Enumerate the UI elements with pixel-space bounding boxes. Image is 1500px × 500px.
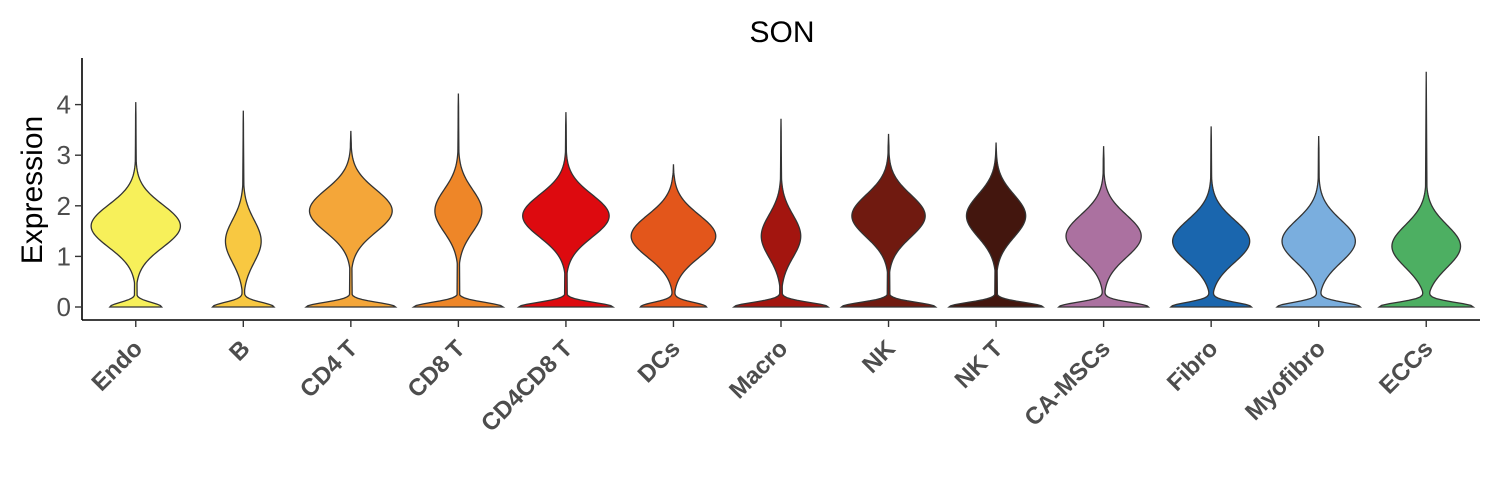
- violin-ca-mscs: [1057, 146, 1151, 308]
- x-tick-label: ECCs: [1374, 335, 1438, 399]
- violin-cd4-t: [304, 130, 398, 308]
- x-tick-label: Myofibro: [1240, 335, 1331, 426]
- violin-cd8-t: [411, 93, 506, 308]
- y-axis-label: Expression: [16, 116, 49, 264]
- x-tick-label: CA-MSCs: [1019, 335, 1115, 431]
- x-tick-label: Fibro: [1162, 335, 1224, 397]
- violin-cd4cd8-t: [516, 112, 616, 308]
- violins-group: [90, 71, 1476, 308]
- y-tick-label: 2: [57, 191, 71, 221]
- violin-nk: [839, 133, 938, 308]
- x-tick-label: B: [224, 335, 255, 366]
- violin-nk-t: [947, 142, 1046, 308]
- y-tick-label: 0: [57, 292, 71, 322]
- violin-macro: [731, 118, 831, 308]
- violin-eccs: [1377, 71, 1476, 308]
- y-tick-label: 1: [57, 241, 71, 271]
- x-tick-label: Endo: [86, 335, 148, 397]
- x-axis: Endo B CD4 T CD8 T CD4CD8 T DCs Macro NK NK T CA-…: [82, 319, 1480, 437]
- x-tick-label: CD8 T: [403, 335, 471, 403]
- x-tick-label: NK: [857, 335, 901, 379]
- y-tick-label: 4: [57, 90, 71, 120]
- y-tick-label: 3: [57, 140, 71, 170]
- x-tick-label: DCs: [633, 335, 686, 388]
- x-tick-label: NK T: [950, 335, 1009, 394]
- x-tick-label: CD4 T: [295, 335, 363, 403]
- violin-myofibro: [1275, 135, 1363, 308]
- violin-endo: [90, 102, 182, 308]
- y-axis: 0 1 2 3 4: [57, 58, 83, 322]
- x-tick-label: Macro: [724, 335, 793, 404]
- violin-fibro: [1169, 126, 1254, 308]
- violin-b: [211, 110, 276, 308]
- x-tick-label: CD4CD8 T: [476, 335, 578, 437]
- violin-dcs: [630, 164, 717, 308]
- chart-title: SON: [749, 16, 814, 49]
